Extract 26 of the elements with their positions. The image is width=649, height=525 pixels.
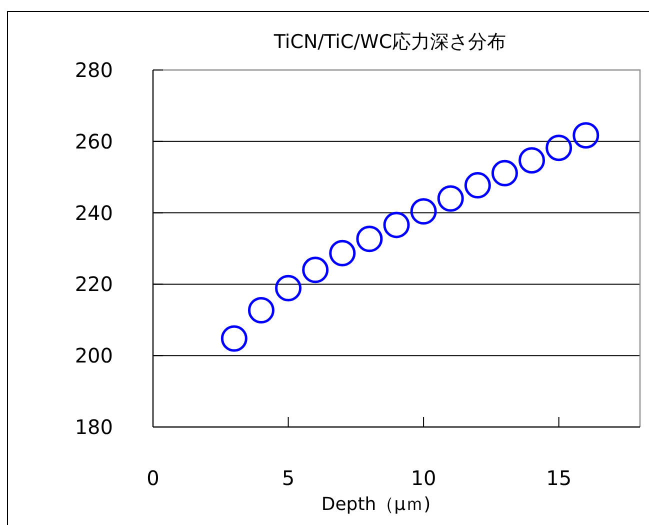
x-tick-label: 10: [410, 466, 436, 490]
point: [302, 256, 329, 284]
point: [410, 198, 437, 225]
y-tick-label: 180: [74, 415, 113, 439]
x-tick-label: 5: [282, 466, 295, 490]
y-tick-label: 220: [74, 272, 113, 296]
point: [518, 147, 546, 174]
point: [437, 185, 464, 212]
y-tick-label: 240: [74, 200, 113, 225]
point: [572, 122, 600, 149]
y-tick-label: 260: [74, 129, 113, 154]
point: [275, 274, 302, 302]
x-tick-label: 15: [546, 466, 572, 490]
chart-title: TiCN/TiC/WC応力深さ分布: [272, 31, 506, 53]
point: [356, 226, 383, 252]
x-axis-title: Depth（μｍ): [321, 494, 431, 515]
point: [491, 160, 518, 186]
y-tick-label: 280: [74, 58, 113, 82]
point: [546, 134, 572, 162]
point: [248, 297, 274, 324]
point: [383, 212, 410, 238]
point: [220, 325, 248, 352]
point: [464, 172, 491, 199]
point: [329, 240, 356, 266]
x-tick-label: 0: [146, 466, 160, 490]
y-tick-label: 200: [74, 344, 113, 368]
